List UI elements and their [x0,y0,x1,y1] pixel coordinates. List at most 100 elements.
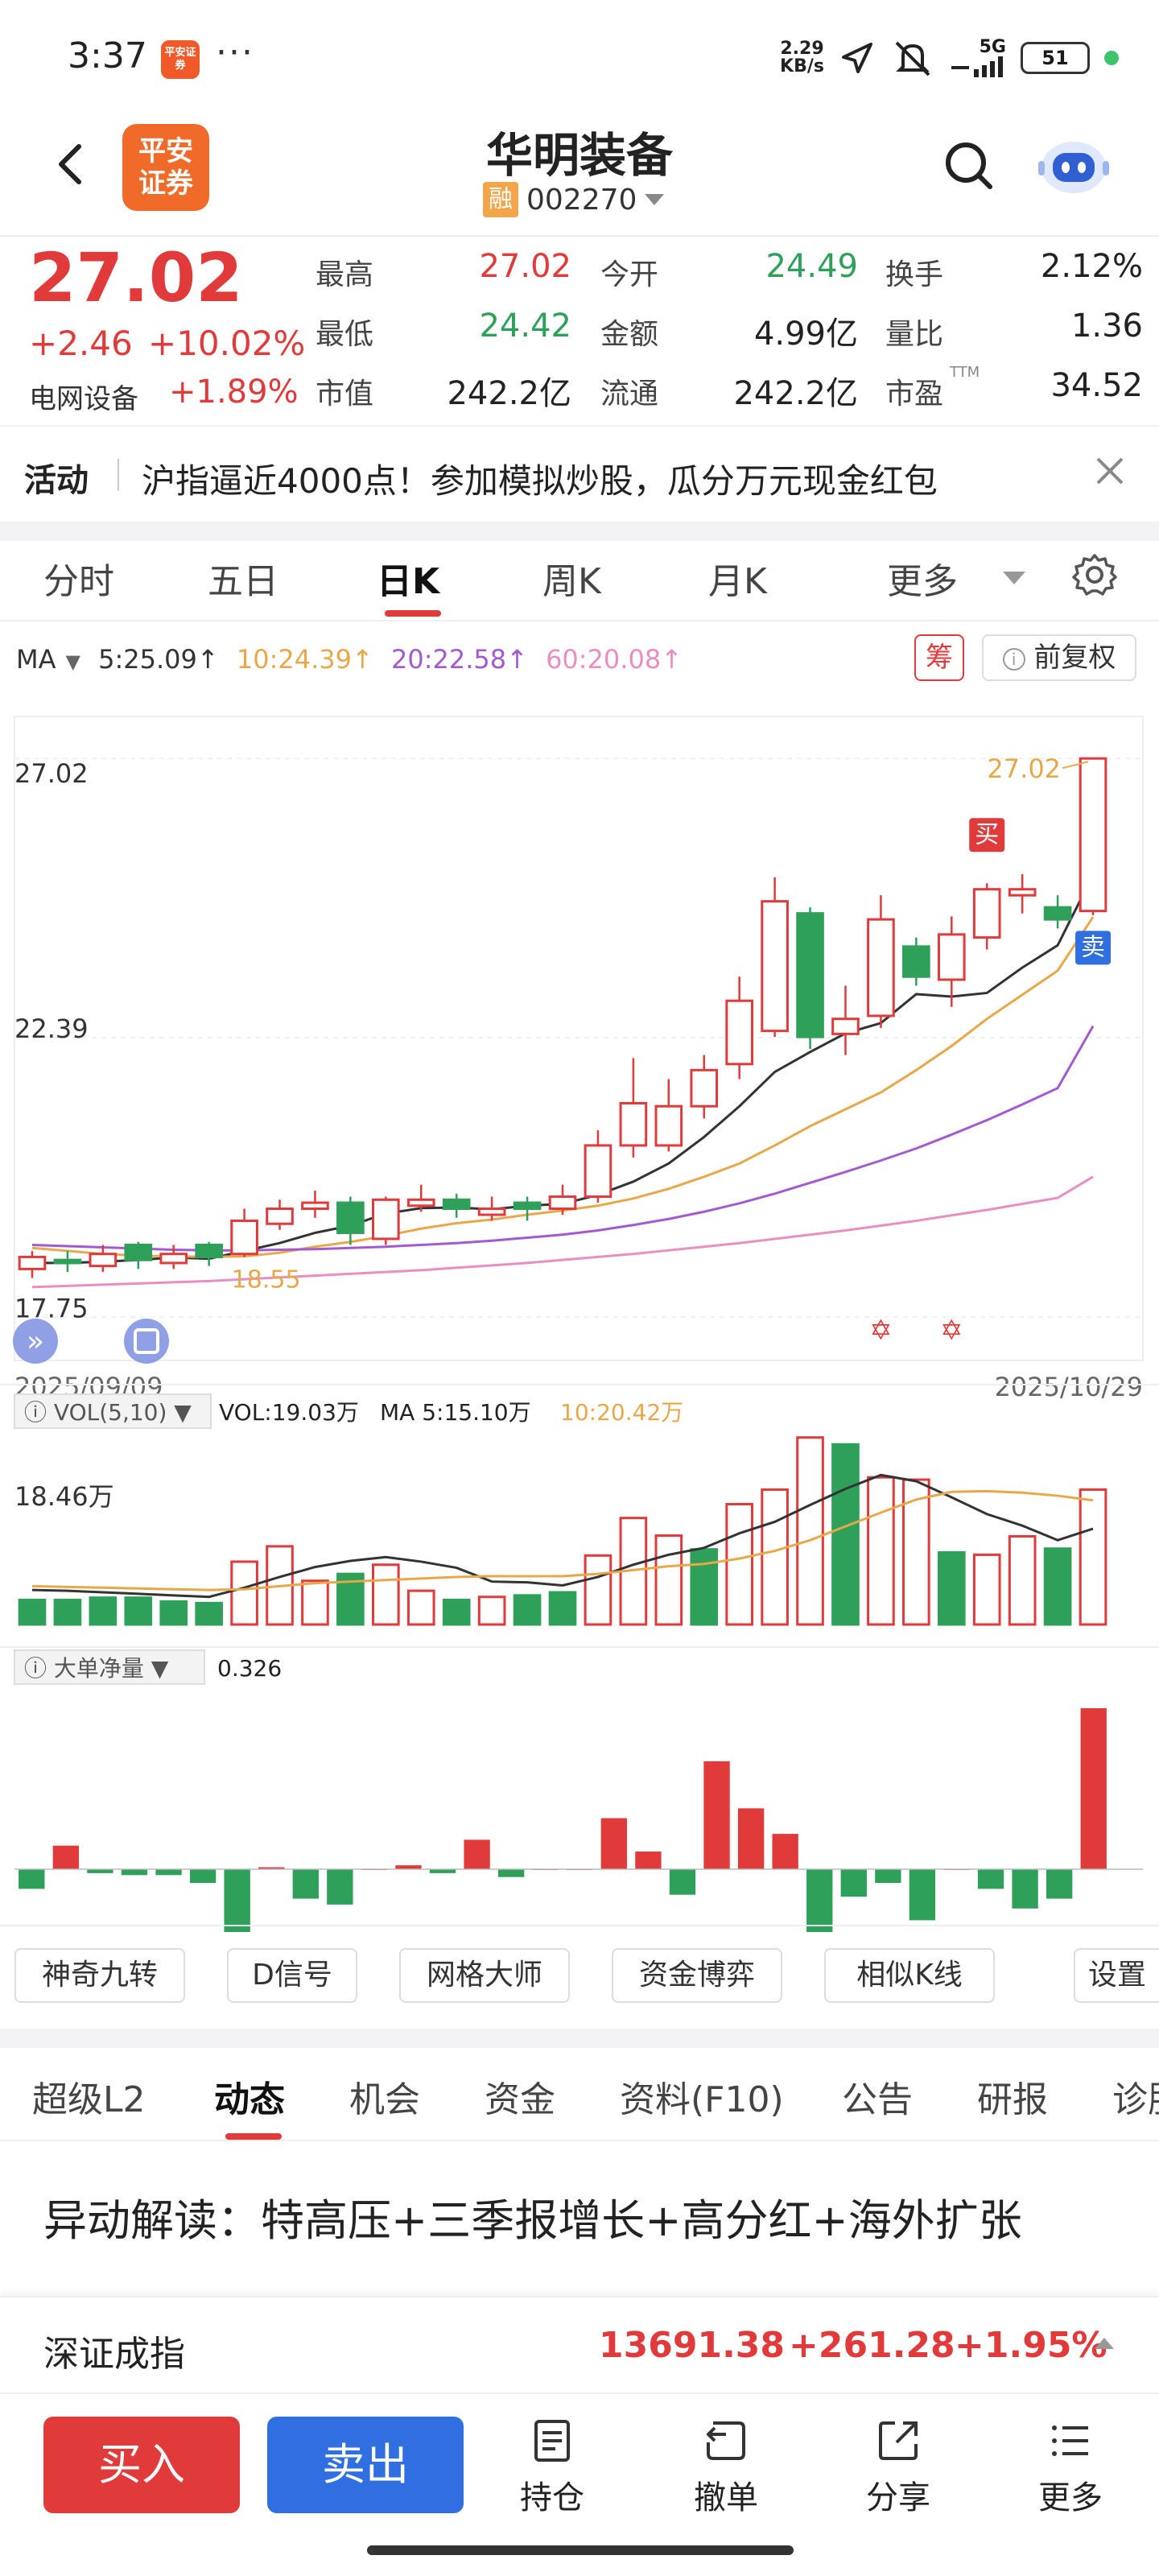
net-bar [19,1869,45,1889]
chip-distribution-button[interactable]: 筹 [914,634,964,681]
sector-name[interactable]: 电网设备 [29,383,138,415]
candle [796,912,824,1038]
net-speed-value: 2.29 [780,39,824,59]
tab-weekly-k[interactable]: 周K [542,561,601,602]
more-button[interactable]: 更多 [1014,2417,1127,2518]
net-bar [224,1869,250,1934]
candle [690,1068,719,1108]
net-bar [121,1869,148,1876]
index-ticker[interactable]: 深证成指 13691.38 +261.28 +1.95% [0,2296,1159,2392]
tab-monthly-k[interactable]: 月K [708,561,767,602]
banner-text: 沪指逼近4000点！参加模拟炒股，瓜分万元现金红包 [142,461,938,501]
net-bar [909,1869,936,1921]
chevron-up-icon[interactable] [1095,2338,1114,2349]
tab-news[interactable]: 动态 [214,2079,285,2120]
open-label: 今开 [600,258,659,291]
x-end-date: 2025/10/29 [995,1372,1143,1402]
max-price-pointer [1062,761,1089,770]
vol-ma5-line [31,1473,1094,1599]
search-icon[interactable] [940,137,996,193]
tool-similar-k[interactable]: 相似K线 [824,1948,995,2003]
activity-banner[interactable]: 活动 沪指逼近4000点！参加模拟炒股，瓜分万元现金红包 [0,425,1159,522]
chart-area[interactable]: 27.02 22.39 17.75 27.02 18.55 买卖 ✡ ✡» 2025/09/09… [0,692,1159,2029]
candle [619,1101,648,1147]
ma-label[interactable]: MA [16,644,56,675]
candle [230,1220,258,1256]
section-gap [0,2029,1159,2048]
sector-change-pct: +1.89% [169,374,299,411]
last-price: 27.02 [29,238,243,317]
volume-bar [230,1560,258,1626]
location-icon [842,43,872,73]
net-bar [497,1869,525,1877]
news-headline[interactable]: 异动解读：特高压+三季报增长+高分红+海外扩张 [43,2195,1022,2246]
pe-ttm-superscript: TTM [950,364,980,381]
mcap-value: 242.2亿 [447,375,571,412]
volume-bar [902,1478,930,1626]
net-speed-unit: KB/s [780,56,824,76]
tool-capital-game[interactable]: 资金博弈 [612,1948,782,2003]
candle [53,1258,82,1265]
net-bar [1012,1869,1038,1909]
sell-button[interactable]: 卖出 [267,2417,464,2513]
buy-button[interactable]: 买入 [43,2417,240,2513]
candle [761,900,789,1033]
broker-logo[interactable]: 平安 证券 [122,124,209,211]
ma-caret-icon[interactable]: ▼ [65,650,80,673]
index-name: 深证成指 [43,2334,185,2375]
tab-daily-k[interactable]: 日K [377,561,440,602]
net-bar [87,1869,113,1873]
signal-bars-icon [951,56,1003,77]
back-arrow-icon[interactable] [47,140,95,188]
positions-button[interactable]: 持仓 [496,2417,608,2518]
net-bar [875,1869,901,1884]
float-value: 242.2亿 [733,375,858,412]
net-bar [1080,1708,1107,1869]
candle [867,918,895,1018]
close-icon[interactable] [1090,451,1130,491]
home-indicator[interactable] [367,2545,794,2555]
share-button[interactable]: 分享 [842,2417,955,2518]
tab-diagnosis[interactable]: 诊股 [1112,2079,1159,2120]
tab-five-day[interactable]: 五日 [208,561,278,602]
gear-icon[interactable] [1070,551,1119,599]
tab-intraday[interactable]: 分时 [43,561,114,602]
volume-bar [477,1596,506,1626]
vol-ma10: 10:20.42万 [560,1399,683,1426]
tool-magic-nine[interactable]: 神奇九转 [14,1948,185,2003]
vol-y-tick: 18.46万 [14,1481,114,1512]
volume-bar [654,1534,683,1626]
max-price-label: 27.02 [987,753,1061,784]
min-price-label: 18.55 [232,1266,301,1294]
candle [18,1255,47,1270]
tab-capital[interactable]: 资金 [485,2079,555,2120]
tab-f10[interactable]: 资料(F10) [620,2079,784,2120]
more-caret-icon [1003,572,1025,584]
cancel-order-button[interactable]: 撤单 [670,2417,782,2518]
tab-research[interactable]: 研报 [977,2079,1048,2120]
stock-code-selector[interactable]: 融 002270 [483,182,665,217]
tab-announcements[interactable]: 公告 [842,2079,913,2120]
candle [831,1018,860,1035]
candle [513,1201,542,1211]
volume-bar [372,1563,400,1626]
tab-super-l2[interactable]: 超级L2 [32,2079,146,2120]
price-adjust-button[interactable]: i 前复权 [982,634,1136,681]
candle [902,945,930,978]
vol-selector-label: ⓘ VOL(5,10) ▼ [24,1399,192,1426]
net-bar [600,1818,628,1869]
tab-opportunity[interactable]: 机会 [349,2079,420,2120]
tool-grid-master[interactable]: 网格大师 [399,1948,570,2003]
kline-frame [14,716,1144,1361]
status-bar: 3:37 平安证券 ··· 2.29 KB/s 5G 51 [0,0,1159,113]
net-selector-label: ⓘ 大单净量 ▼ [24,1655,169,1682]
tool-d-signal[interactable]: D信号 [227,1948,357,2003]
ai-assistant-icon[interactable] [1035,129,1112,201]
candle [972,888,1001,939]
tab-more[interactable]: 更多 [887,561,958,602]
tool-settings[interactable]: 设置 [1074,1948,1159,2003]
event-star-icon: ✡ [869,1315,893,1347]
volume-bar [89,1596,118,1626]
ma-legend: MA ▼ 5:25.09↑ 10:24.39↑ 20:22.58↑ 60:20.0… [16,644,692,675]
